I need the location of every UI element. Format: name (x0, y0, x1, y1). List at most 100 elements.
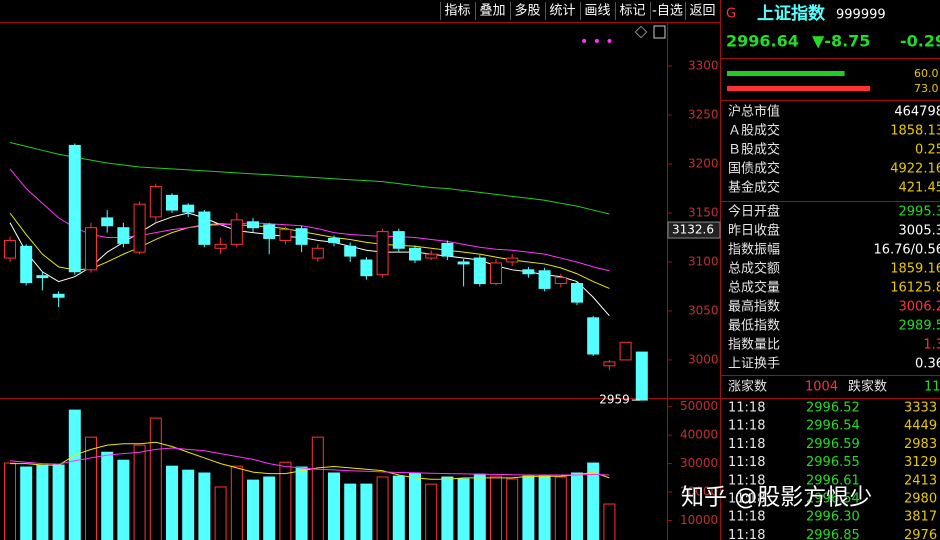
toolbar-button[interactable]: 统计 (549, 4, 575, 19)
candle-body (4, 239, 16, 259)
ratio-bar (727, 86, 871, 91)
row-label: 总成交量 (728, 280, 780, 296)
trade-volume: 2976 (904, 528, 937, 540)
candle-body (279, 229, 292, 241)
row-value: 3005.3 (899, 224, 940, 239)
candle-body (587, 317, 600, 355)
row-value: 421.45 (899, 181, 940, 196)
candle-body (20, 245, 33, 284)
breadth-down: 11 (924, 380, 940, 395)
candle-body (230, 219, 243, 245)
candle-body (344, 245, 357, 257)
volume-bar (4, 462, 16, 540)
row-value: 0.36 (915, 357, 940, 372)
y-tick-label: 3150 (688, 206, 719, 220)
y-tick-label: 3100 (688, 254, 719, 268)
change: ▼-8.75 (812, 32, 870, 51)
candle-body (149, 186, 162, 218)
toolbar-button[interactable]: 返回 (689, 4, 715, 19)
breadth-up: 1004 (805, 380, 838, 395)
toolbar-button[interactable]: 标记 (619, 4, 645, 19)
candle-body (571, 283, 583, 303)
ma-line (9, 447, 610, 476)
icon (634, 25, 648, 39)
row-value: 1859.16 (890, 262, 940, 277)
toolbar-button[interactable]: 指标 (444, 4, 470, 19)
row-label: 上证换手 (728, 357, 780, 372)
candle-body (101, 217, 114, 227)
trade-volume: 3129 (904, 455, 937, 470)
row-label: 总成交额 (728, 261, 780, 277)
y-tick-label: 3250 (688, 108, 719, 122)
volume-bar (571, 472, 583, 540)
toolbar-button[interactable]: -自选 (652, 4, 683, 19)
volume-bar (457, 478, 470, 540)
candle-body (425, 253, 438, 259)
candle-body (85, 227, 97, 271)
volume-bar (344, 483, 357, 540)
candle-body (52, 293, 65, 298)
candle-body (214, 243, 227, 249)
candle-body (376, 231, 389, 276)
volume-bar (506, 478, 519, 540)
index-name: 上证指数 (757, 3, 826, 24)
row-value: 16.76/0.56 (873, 243, 940, 258)
low-label: 2959 (599, 393, 630, 407)
price-marker: 3132.6 (672, 223, 714, 237)
volume-bar (425, 483, 438, 540)
toolbar-button[interactable]: 多股 (514, 3, 540, 19)
volume-bar (85, 436, 97, 540)
volume-bar (360, 483, 373, 540)
y-tick-label: 40000 (680, 428, 718, 442)
trade-price: 2996.54 (806, 492, 860, 507)
flag: G (726, 7, 736, 22)
volume-bar (473, 473, 486, 540)
candle-body (619, 341, 632, 361)
trade-time: 11:18 (728, 528, 765, 540)
row-value: 3006.2 (899, 300, 940, 315)
trade-time: 11:18 (728, 401, 765, 416)
ma-line (9, 141, 610, 215)
volume-bar (441, 476, 454, 540)
volume-bar (230, 465, 243, 540)
row-label: 沪总市值 (728, 104, 780, 120)
volume-bar (311, 436, 324, 540)
candle-body (457, 261, 470, 265)
row-value: 2989.5 (899, 319, 940, 334)
volume-bar (68, 409, 81, 540)
volume-bar (117, 459, 130, 540)
trade-volume: 2983 (904, 437, 937, 452)
row-label: Ａ股成交 (728, 123, 780, 139)
trade-price: 2996.59 (806, 437, 860, 452)
volume-bar (20, 466, 33, 540)
toolbar-button[interactable]: 叠加 (479, 4, 505, 19)
candle-body (554, 277, 567, 285)
row-value: 16125.8 (890, 281, 940, 296)
toolbar-button[interactable]: 画线 (584, 4, 610, 19)
volume-bar (247, 479, 259, 540)
candle-body (328, 237, 340, 243)
ma-line (9, 212, 610, 317)
ratio-label: 73.0 (914, 82, 939, 95)
ratio-bar (727, 71, 845, 76)
trade-volume: 2413 (904, 473, 937, 488)
volume-bar (409, 472, 421, 540)
breadth-label: 跌家数 (848, 379, 887, 395)
volume-bar (392, 475, 405, 540)
volume-bar (538, 475, 551, 540)
trade-price: 2996.52 (806, 401, 860, 416)
candle-body (295, 228, 308, 245)
candle-body (36, 275, 49, 279)
icon (653, 25, 666, 39)
volume-bar (295, 466, 308, 540)
row-label: 指数量比 (728, 338, 780, 353)
index-code: 999999 (836, 8, 886, 23)
candle-body (68, 144, 81, 273)
ma-line (10, 441, 610, 480)
candle-body (360, 259, 373, 277)
price: 2996.64 (726, 32, 799, 51)
volume-bar (603, 503, 616, 540)
volume-bar (376, 476, 389, 540)
trade-time: 11:18 (728, 510, 765, 525)
